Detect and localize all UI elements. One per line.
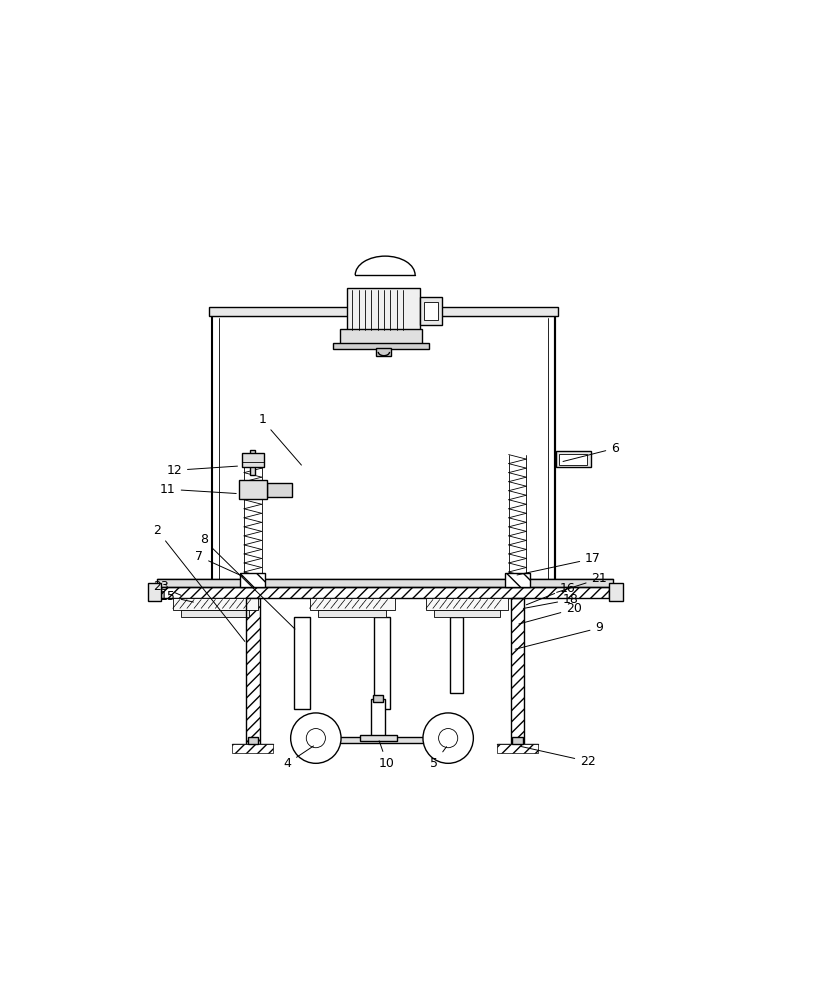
Bar bbox=[173, 598, 258, 610]
Bar bbox=[609, 583, 623, 601]
Circle shape bbox=[307, 729, 325, 748]
Bar bbox=[505, 573, 530, 587]
Bar bbox=[424, 302, 438, 320]
Bar bbox=[340, 329, 422, 344]
Text: 8: 8 bbox=[200, 533, 295, 629]
Circle shape bbox=[438, 729, 458, 748]
Bar bbox=[293, 617, 311, 709]
Bar bbox=[333, 343, 428, 349]
Bar bbox=[512, 737, 523, 744]
Bar bbox=[374, 617, 390, 709]
Bar bbox=[347, 288, 420, 332]
Bar bbox=[267, 483, 292, 497]
Bar bbox=[181, 610, 250, 617]
Text: 9: 9 bbox=[515, 621, 603, 649]
Bar bbox=[426, 598, 508, 610]
Text: 11: 11 bbox=[160, 483, 237, 496]
Text: 15: 15 bbox=[160, 590, 193, 603]
Text: 22: 22 bbox=[520, 746, 596, 768]
Bar bbox=[300, 737, 464, 743]
Text: 23: 23 bbox=[154, 580, 181, 595]
Bar bbox=[212, 316, 555, 590]
Bar bbox=[497, 744, 538, 753]
Bar bbox=[372, 699, 385, 737]
Bar bbox=[157, 579, 613, 587]
Bar bbox=[246, 598, 260, 744]
Bar bbox=[148, 583, 162, 601]
Bar bbox=[505, 573, 530, 587]
Text: 7: 7 bbox=[195, 550, 243, 576]
Text: 4: 4 bbox=[284, 746, 314, 770]
Bar bbox=[450, 617, 463, 693]
Text: 6: 6 bbox=[563, 442, 619, 461]
Bar bbox=[241, 573, 265, 587]
Circle shape bbox=[291, 713, 341, 763]
Bar bbox=[434, 610, 500, 617]
Bar bbox=[239, 480, 267, 499]
Bar bbox=[233, 744, 273, 753]
Bar bbox=[420, 297, 442, 325]
Bar bbox=[360, 735, 397, 741]
Bar bbox=[559, 454, 588, 465]
Text: 2: 2 bbox=[153, 524, 245, 641]
Bar bbox=[373, 695, 383, 702]
Bar bbox=[511, 598, 524, 744]
Text: 1: 1 bbox=[259, 413, 302, 465]
Bar bbox=[241, 453, 264, 467]
Bar bbox=[246, 598, 260, 744]
Text: 12: 12 bbox=[166, 464, 237, 477]
Circle shape bbox=[423, 713, 473, 763]
Text: 21: 21 bbox=[557, 572, 607, 592]
Text: 18: 18 bbox=[524, 593, 579, 608]
Bar bbox=[250, 450, 255, 475]
Bar bbox=[318, 610, 386, 617]
Bar bbox=[556, 451, 590, 467]
Bar bbox=[162, 587, 609, 598]
Bar bbox=[248, 737, 258, 744]
Bar bbox=[511, 598, 524, 744]
Text: 20: 20 bbox=[519, 602, 582, 624]
Text: 10: 10 bbox=[379, 741, 395, 770]
Text: 17: 17 bbox=[517, 552, 601, 575]
Bar bbox=[162, 587, 609, 598]
Bar bbox=[241, 573, 265, 587]
Text: 16: 16 bbox=[526, 582, 576, 605]
Bar bbox=[209, 307, 559, 316]
Bar bbox=[310, 598, 394, 610]
Text: 5: 5 bbox=[430, 747, 446, 770]
Bar bbox=[376, 348, 392, 356]
